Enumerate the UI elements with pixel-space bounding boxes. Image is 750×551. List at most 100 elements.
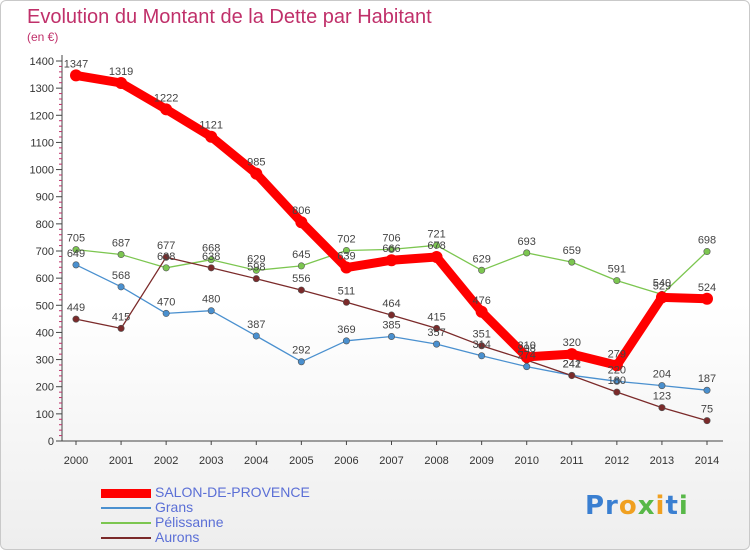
data-point-2-9 bbox=[478, 266, 486, 274]
data-label-0-9: 476 bbox=[472, 295, 490, 307]
y-tick-label: 200 bbox=[36, 382, 54, 394]
data-label-0-7: 666 bbox=[382, 243, 400, 255]
data-label-0-0: 1347 bbox=[64, 58, 88, 70]
data-label-0-5: 806 bbox=[292, 205, 310, 217]
x-tick-label: 2011 bbox=[560, 455, 584, 467]
data-point-0-13 bbox=[655, 291, 668, 304]
data-point-3-1 bbox=[117, 324, 125, 332]
data-label-2-1: 687 bbox=[112, 238, 130, 250]
data-label-2-9: 629 bbox=[472, 253, 490, 265]
data-point-1-5 bbox=[297, 358, 305, 366]
data-label-0-6: 639 bbox=[337, 251, 355, 263]
data-label-1-7: 385 bbox=[382, 320, 400, 332]
data-label-0-2: 1222 bbox=[154, 92, 178, 104]
data-point-2-2 bbox=[162, 264, 170, 272]
x-tick-label: 2013 bbox=[650, 455, 674, 467]
data-label-1-0: 649 bbox=[67, 248, 85, 260]
series-labels: 649 568 470 480 387 292 369 385 357 314 274 242 220 2… bbox=[64, 58, 716, 415]
data-label-3-6: 511 bbox=[338, 285, 356, 297]
y-tick-label: 1200 bbox=[30, 110, 54, 122]
data-point-0-2 bbox=[160, 103, 173, 116]
data-point-0-9 bbox=[475, 305, 488, 318]
data-point-3-6 bbox=[342, 298, 350, 306]
data-point-2-1 bbox=[117, 251, 125, 259]
data-point-2-5 bbox=[297, 262, 305, 270]
data-point-3-4 bbox=[252, 275, 260, 283]
data-label-0-14: 524 bbox=[698, 282, 716, 294]
y-tick-label: 1400 bbox=[30, 56, 54, 68]
data-label-0-8: 678 bbox=[427, 240, 445, 252]
data-point-2-3 bbox=[207, 256, 215, 264]
data-label-2-7: 706 bbox=[382, 232, 400, 244]
y-tick-label: 700 bbox=[36, 246, 54, 258]
data-label-3-3: 638 bbox=[202, 251, 220, 263]
data-label-2-3: 668 bbox=[202, 243, 220, 255]
data-label-3-8: 415 bbox=[427, 311, 445, 323]
data-label-0-13: 529 bbox=[653, 280, 671, 292]
axes: 0 100 200 300 400 500 600 700 800 900 1000 1100 1200… bbox=[30, 55, 723, 467]
chart-title: Evolution du Montant de la Dette par Hab… bbox=[27, 6, 432, 28]
data-label-3-7: 464 bbox=[382, 298, 400, 310]
data-point-1-14 bbox=[703, 386, 711, 394]
data-label-3-13: 123 bbox=[653, 391, 671, 403]
data-point-3-9 bbox=[478, 342, 486, 350]
data-point-3-8 bbox=[433, 324, 441, 332]
data-label-3-5: 556 bbox=[292, 273, 310, 285]
legend-swatch bbox=[101, 488, 151, 498]
x-tick-label: 2001 bbox=[109, 455, 133, 467]
data-label-0-11: 320 bbox=[563, 337, 581, 349]
data-label-1-8: 357 bbox=[427, 327, 445, 339]
data-point-3-5 bbox=[297, 286, 305, 294]
x-tick-label: 2010 bbox=[514, 455, 538, 467]
data-label-2-14: 698 bbox=[698, 235, 716, 247]
legend-swatch bbox=[101, 537, 151, 539]
y-tick-label: 1000 bbox=[30, 165, 54, 177]
data-label-0-12: 279 bbox=[608, 348, 626, 360]
data-label-3-11: 241 bbox=[563, 359, 581, 371]
y-tick-label: 800 bbox=[36, 219, 54, 231]
data-point-0-1 bbox=[115, 76, 128, 89]
data-point-2-6 bbox=[342, 246, 350, 254]
data-label-3-14: 75 bbox=[701, 404, 713, 416]
x-tick-label: 2012 bbox=[605, 455, 629, 467]
x-tick-label: 2007 bbox=[379, 455, 403, 467]
x-tick-label: 2008 bbox=[424, 455, 448, 467]
x-tick-label: 2009 bbox=[469, 455, 493, 467]
data-point-0-8 bbox=[430, 250, 443, 263]
data-point-3-14 bbox=[703, 417, 711, 425]
data-point-3-11 bbox=[568, 372, 576, 380]
data-label-1-3: 480 bbox=[202, 294, 220, 306]
data-label-0-4: 985 bbox=[247, 157, 265, 169]
data-label-1-13: 204 bbox=[653, 369, 671, 381]
data-point-1-2 bbox=[162, 309, 170, 317]
data-point-3-13 bbox=[658, 404, 666, 412]
data-label-3-9: 351 bbox=[472, 329, 490, 341]
data-point-3-12 bbox=[613, 388, 621, 396]
y-tick-label: 400 bbox=[36, 327, 54, 339]
data-point-0-7 bbox=[385, 254, 398, 267]
data-label-2-6: 702 bbox=[337, 233, 355, 245]
data-label-3-1: 415 bbox=[112, 311, 130, 323]
data-point-0-14 bbox=[701, 292, 713, 305]
legend-label: Grans bbox=[155, 499, 194, 515]
y-tick-label: 0 bbox=[48, 436, 54, 448]
data-point-1-1 bbox=[117, 283, 125, 291]
y-tick-label: 300 bbox=[36, 355, 54, 367]
data-label-3-10: 298 bbox=[518, 343, 536, 355]
data-label-3-2: 677 bbox=[157, 240, 175, 252]
legend-label: Aurons bbox=[155, 529, 200, 545]
data-point-0-12 bbox=[610, 359, 623, 372]
data-label-1-4: 387 bbox=[247, 319, 265, 331]
data-point-2-11 bbox=[568, 258, 576, 266]
y-tick-label: 1100 bbox=[30, 137, 54, 149]
data-point-0-3 bbox=[205, 130, 218, 143]
data-point-3-2 bbox=[162, 253, 170, 261]
data-label-1-11: 242 bbox=[563, 358, 581, 370]
data-point-0-0 bbox=[70, 69, 82, 82]
chart-unit-label: (en €) bbox=[27, 30, 59, 44]
data-label-2-12: 591 bbox=[608, 264, 626, 276]
data-point-2-12 bbox=[613, 277, 621, 285]
data-point-1-8 bbox=[433, 340, 441, 348]
data-point-0-6 bbox=[340, 261, 353, 274]
